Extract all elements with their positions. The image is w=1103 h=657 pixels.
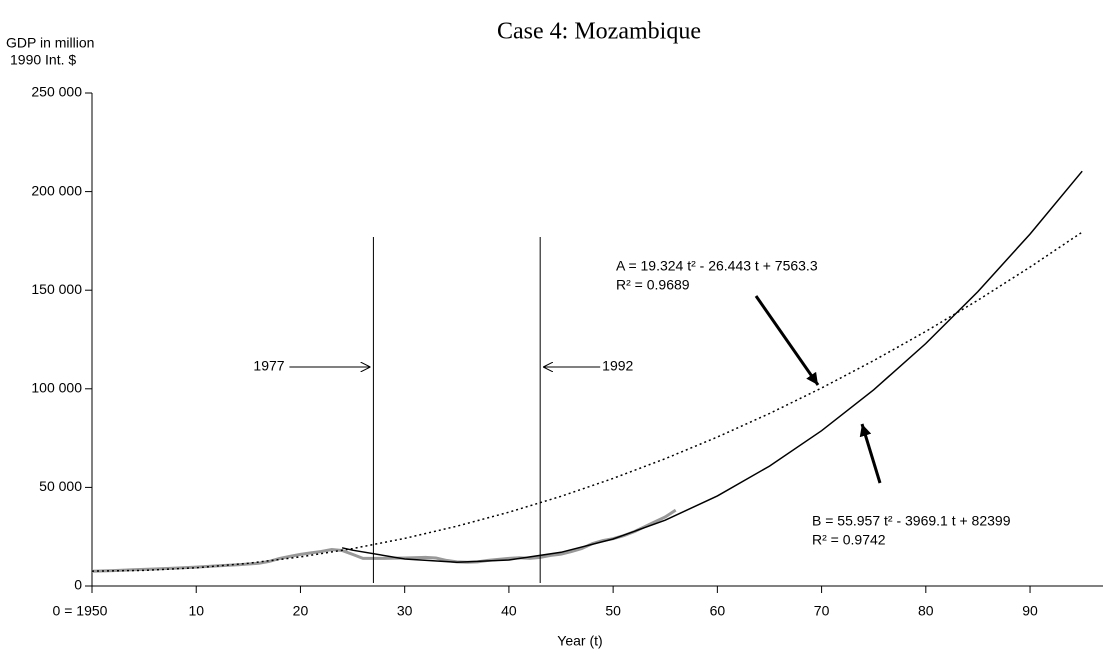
x-tick-label: 60 (710, 603, 726, 619)
annotation: B = 55.957 t² - 3969.1 t + 82399 (812, 513, 1011, 529)
x-tick-label: 70 (814, 603, 830, 619)
annotation-arrow (859, 423, 882, 484)
chart-title: Case 4: Mozambique (497, 19, 701, 45)
x-tick-label: 80 (918, 603, 934, 619)
y-tick-label: 100 000 (31, 380, 82, 396)
x-tick-label: 0 = 1950 (53, 603, 108, 619)
annotation: R² = 0.9742 (812, 532, 886, 548)
x-tick-label: 30 (397, 603, 413, 619)
y-tick-label: 50 000 (39, 478, 82, 494)
series-line (91, 508, 677, 573)
marker-label: 1977 (253, 358, 284, 374)
x-tick-label: 20 (293, 603, 309, 619)
annotation: R² = 0.9689 (616, 277, 690, 293)
y-tick-label: 0 (74, 577, 82, 593)
y-tick-label: 150 000 (31, 281, 82, 297)
y-tick-label: 250 000 (31, 84, 82, 100)
x-tick-label: 50 (605, 603, 621, 619)
marker-label: 1992 (602, 358, 633, 374)
x-axis-label: Year (t) (557, 633, 602, 649)
x-tick-label: 10 (188, 603, 204, 619)
y-axis-label: 1990 Int. $ (10, 52, 76, 68)
y-tick-label: 200 000 (31, 182, 82, 198)
x-tick-label: 40 (501, 603, 517, 619)
annotation-arrow (754, 295, 820, 386)
series-line (341, 170, 1083, 564)
y-axis-label: GDP in million (6, 35, 94, 51)
x-tick-label: 90 (1022, 603, 1038, 619)
annotation: A = 19.324 t² - 26.443 t + 7563.3 (616, 258, 818, 274)
series-line (91, 231, 1083, 572)
